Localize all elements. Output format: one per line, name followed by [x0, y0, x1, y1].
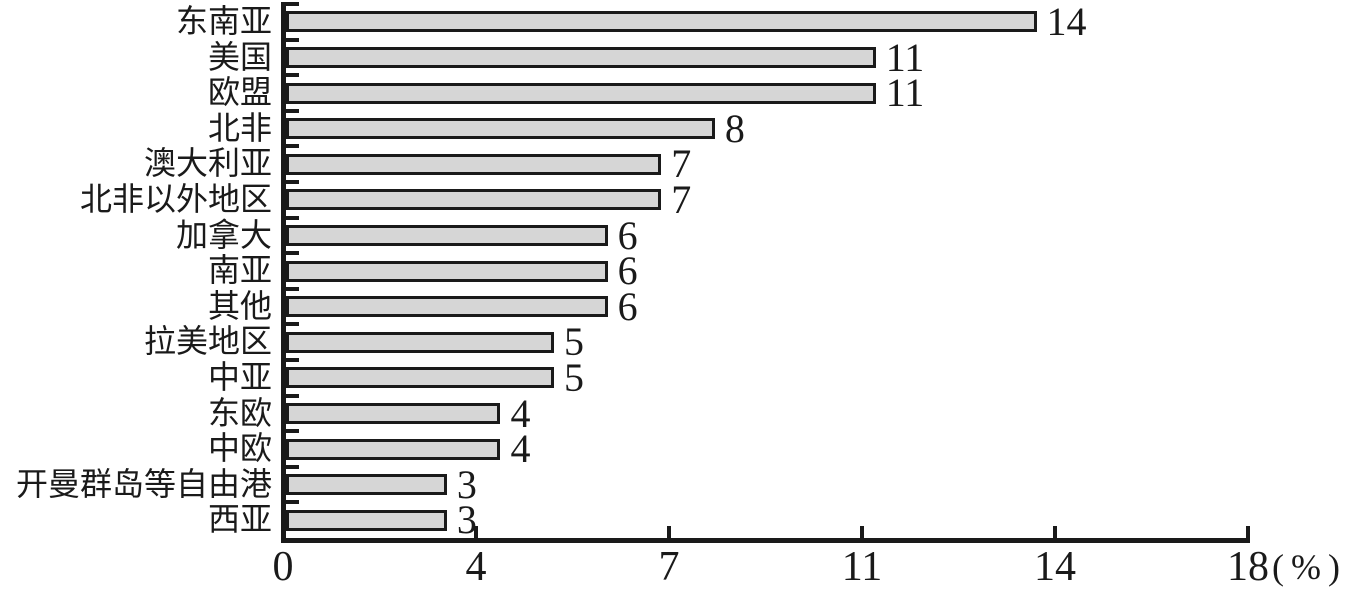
- bar: [286, 189, 662, 211]
- category-label: 其他: [207, 287, 272, 324]
- bar: [286, 402, 501, 424]
- value-label: 5: [564, 355, 585, 400]
- x-axis-tick-label: 7: [658, 544, 680, 590]
- x-axis-unit-label: (%): [1272, 547, 1345, 587]
- y-axis-tick: [286, 215, 299, 220]
- category-label: 西亚: [207, 501, 272, 538]
- category-label: 开曼群岛等自由港: [15, 465, 272, 502]
- value-label: 3: [456, 497, 477, 543]
- y-axis-tick: [286, 251, 299, 256]
- x-axis-line: [281, 538, 1250, 543]
- x-axis-tick: [1053, 526, 1057, 539]
- value-label: 14: [1046, 0, 1087, 44]
- x-axis-tick-label: 18: [1227, 544, 1269, 590]
- y-axis-tick: [286, 37, 299, 42]
- value-label: 5: [564, 319, 585, 365]
- bar: [286, 82, 876, 104]
- category-label: 南亚: [207, 252, 272, 289]
- y-axis-tick: [286, 286, 299, 291]
- value-label: 7: [671, 177, 692, 222]
- y-axis-tick: [286, 393, 299, 398]
- y-axis-tick: [286, 322, 299, 327]
- bar: [286, 224, 608, 246]
- category-label: 北非: [207, 109, 272, 146]
- bar: [286, 438, 501, 460]
- category-label: 美国: [207, 38, 272, 75]
- category-label: 中欧: [207, 430, 272, 467]
- y-axis-tick: [286, 144, 299, 149]
- bar: [286, 331, 555, 353]
- value-label: 6: [617, 248, 638, 294]
- y-axis-tick: [286, 2, 299, 6]
- category-label: 拉美地区: [143, 323, 272, 360]
- y-axis-tick: [286, 429, 299, 434]
- category-label: 加拿大: [175, 216, 272, 253]
- x-axis-tick-label: 4: [465, 544, 487, 590]
- bar: [286, 509, 447, 531]
- value-label: 6: [617, 283, 638, 329]
- x-axis-tick-label: 14: [1034, 544, 1076, 590]
- category-label: 欧盟: [207, 74, 272, 111]
- value-label: 3: [456, 461, 477, 507]
- x-axis-tick-label: 0: [272, 544, 294, 590]
- y-axis-tick: [286, 180, 299, 184]
- y-axis-tick: [286, 500, 299, 505]
- value-label: 6: [617, 212, 638, 258]
- category-label: 东欧: [207, 394, 272, 431]
- value-label: 8: [724, 105, 745, 151]
- bar: [286, 153, 662, 175]
- x-axis-tick: [474, 526, 478, 539]
- value-label: 4: [510, 390, 531, 436]
- x-axis-tick: [1246, 526, 1250, 539]
- bar: [286, 118, 715, 140]
- bar: [286, 296, 608, 318]
- y-axis-tick: [286, 464, 299, 469]
- x-axis-tick-label: 11: [841, 544, 883, 590]
- value-label: 4: [510, 426, 531, 472]
- category-label: 澳大利亚: [143, 145, 272, 182]
- x-axis-tick: [667, 526, 671, 539]
- bar: [286, 367, 555, 389]
- bar: [286, 11, 1037, 33]
- value-label: 11: [885, 70, 925, 116]
- y-axis-tick: [286, 73, 299, 78]
- bar: [286, 260, 608, 282]
- y-axis-line: [281, 2, 286, 543]
- bar: [286, 474, 447, 496]
- y-axis-tick: [286, 358, 299, 362]
- value-label: 11: [885, 34, 925, 80]
- category-label: 中亚: [207, 359, 272, 395]
- category-label: 东南亚: [175, 3, 272, 39]
- category-label: 北非以外地区: [79, 181, 272, 217]
- value-label: 7: [671, 141, 692, 187]
- y-axis-tick: [286, 108, 299, 113]
- x-axis-tick: [860, 526, 864, 539]
- bar: [286, 46, 876, 68]
